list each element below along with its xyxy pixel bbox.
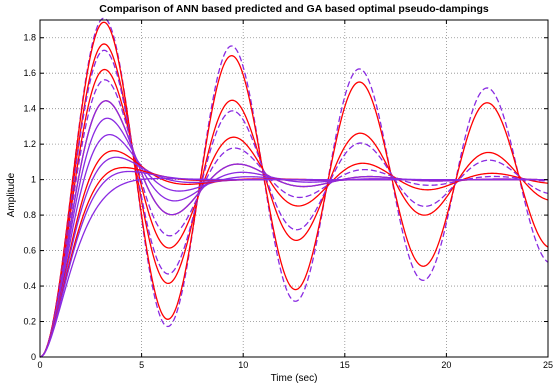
x-tick-label: 15 xyxy=(340,360,350,370)
y-tick-label: 0.6 xyxy=(23,246,36,256)
series-line-8 xyxy=(39,117,548,358)
x-tick-label: 10 xyxy=(238,360,248,370)
x-tick-label: 20 xyxy=(441,360,451,370)
series-line-2 xyxy=(39,43,549,358)
y-tick-label: 0.4 xyxy=(23,281,36,291)
grid xyxy=(40,20,548,357)
x-tick-label: 0 xyxy=(37,360,42,370)
y-tick-label: 1.8 xyxy=(23,33,36,43)
y-tick-label: 1 xyxy=(31,175,36,185)
x-tick-label: 25 xyxy=(543,360,553,370)
x-axis-label: Time (sec) xyxy=(271,373,318,384)
y-axis-label: Amplitude xyxy=(6,172,17,217)
series-line-7 xyxy=(39,100,549,358)
plot-frame xyxy=(39,19,549,358)
y-tick-label: 0.8 xyxy=(23,210,36,220)
series-line-14 xyxy=(39,177,548,358)
tick-layer: 0 5 10 15 20 25 0 0.2 0.4 0.6 0.8 1 1.2 1.4 1.6 1.8 xyxy=(23,20,553,370)
y-tick-label: 1.4 xyxy=(23,104,36,114)
chart-title: Comparison of ANN based predicted and GA… xyxy=(99,3,489,15)
series-line-3 xyxy=(39,49,549,358)
series-layer xyxy=(39,17,549,358)
y-tick-label: 0 xyxy=(31,352,36,362)
y-tick-label: 0.2 xyxy=(23,317,36,327)
y-tick-label: 1.2 xyxy=(23,139,36,149)
series-line-5 xyxy=(39,79,549,358)
series-line-1 xyxy=(39,21,549,358)
series-line-13 xyxy=(39,170,548,358)
series-line-12 xyxy=(39,166,548,358)
x-tick-label: 5 xyxy=(139,360,144,370)
y-tick-label: 1.6 xyxy=(23,68,36,78)
series-line-6 xyxy=(39,100,549,358)
